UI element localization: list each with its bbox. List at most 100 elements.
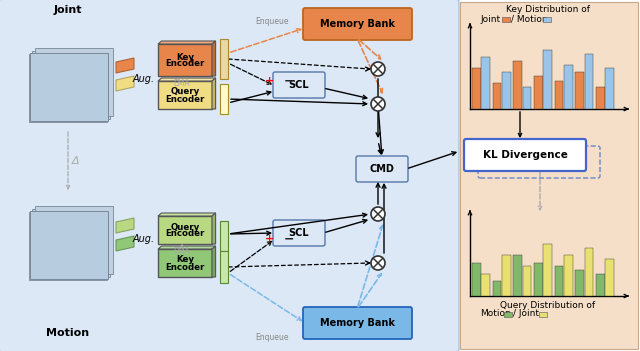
Bar [555,81,563,109]
Text: Joint: Joint [480,14,500,24]
Bar [220,251,228,283]
Text: Memory Bank: Memory Bank [319,19,394,29]
Bar [502,256,511,296]
Bar [158,44,212,76]
Bar [493,83,501,109]
Text: −: − [284,74,294,87]
Bar [481,274,490,296]
Text: EMA: EMA [173,247,190,257]
Text: Memory Bank: Memory Bank [319,318,394,328]
Text: Query: Query [170,223,200,232]
Bar [493,281,501,296]
Bar [158,81,212,109]
Text: EMA: EMA [173,79,190,87]
FancyBboxPatch shape [464,139,586,171]
FancyBboxPatch shape [303,307,412,339]
Bar [513,61,522,109]
Bar [555,266,563,296]
Bar [575,270,584,296]
Text: Encoder: Encoder [165,230,205,238]
Text: Key: Key [176,53,194,61]
Polygon shape [158,78,216,81]
Text: Query Distribution of: Query Distribution of [500,300,596,310]
Bar [35,48,113,116]
Bar [32,209,110,277]
Circle shape [371,97,385,111]
Bar [220,84,228,114]
Bar [523,266,531,296]
Polygon shape [158,41,216,44]
Bar [596,87,605,109]
Text: SCL: SCL [289,80,309,90]
Text: Aug.: Aug. [133,74,155,84]
FancyBboxPatch shape [0,0,459,351]
Polygon shape [116,218,134,233]
Bar [158,216,212,244]
Bar [30,53,108,121]
Bar [534,263,543,296]
Bar [605,259,614,296]
Bar [543,50,552,109]
FancyBboxPatch shape [273,220,325,246]
Bar [472,68,481,109]
Text: Query: Query [170,87,200,97]
FancyBboxPatch shape [356,156,408,182]
Text: KL Divergence: KL Divergence [483,150,568,160]
Circle shape [371,256,385,270]
Text: SCL: SCL [289,228,309,238]
Text: −: − [284,232,294,245]
Bar [32,51,110,119]
Bar [585,54,593,109]
Polygon shape [158,213,216,216]
Polygon shape [116,76,134,91]
Bar [605,68,614,109]
Text: Encoder: Encoder [165,263,205,272]
Bar [220,221,228,251]
Circle shape [371,62,385,76]
Polygon shape [212,78,216,109]
Text: +: + [266,76,275,86]
Circle shape [371,207,385,221]
Text: KL Divergence: KL Divergence [509,157,580,167]
Polygon shape [212,213,216,244]
Bar [585,248,593,296]
Bar [29,54,107,122]
Text: / Motion: / Motion [511,14,548,24]
Text: Encoder: Encoder [165,60,205,68]
Polygon shape [212,41,216,76]
Polygon shape [212,246,216,277]
Bar [543,17,551,22]
Text: Key Distribution of: Key Distribution of [506,6,590,14]
Bar [460,2,638,349]
Bar [564,65,573,109]
Text: +: + [266,234,275,244]
Bar [504,312,512,317]
Bar [502,17,510,22]
Text: Enqueue: Enqueue [255,16,289,26]
Text: Key: Key [176,256,194,265]
Bar [158,249,212,277]
Bar [30,211,108,279]
Polygon shape [116,236,134,251]
Polygon shape [116,58,134,73]
Bar [513,256,522,296]
Text: / Joint: / Joint [513,310,539,318]
Bar [481,57,490,109]
FancyBboxPatch shape [303,8,412,40]
FancyBboxPatch shape [273,72,325,98]
Text: Aug.: Aug. [133,234,155,244]
Text: Motion: Motion [480,310,511,318]
Text: Joint: Joint [54,5,83,15]
Bar [534,76,543,109]
Bar [564,256,573,296]
Text: Δ: Δ [72,156,80,166]
Bar [35,206,113,274]
Bar [543,244,552,296]
Bar [575,72,584,109]
Text: Encoder: Encoder [165,94,205,104]
Bar [220,39,228,79]
Polygon shape [158,246,216,249]
Bar [523,87,531,109]
Text: Enqueue: Enqueue [255,332,289,342]
Text: Motion: Motion [47,328,90,338]
